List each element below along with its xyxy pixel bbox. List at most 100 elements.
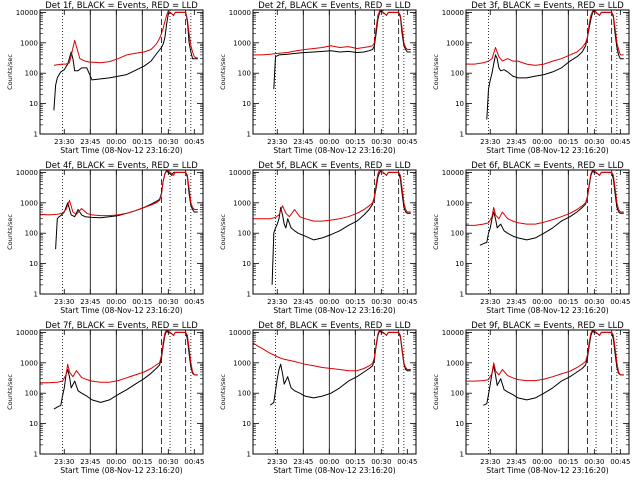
plot-panel-2: Det 2f, BLACK = Events, RED = LLD 1 10 100 1… <box>219 1 417 155</box>
plot-frame <box>39 9 204 135</box>
series-line-lld <box>252 329 411 372</box>
x-tick-label: 00:30 <box>158 458 178 466</box>
x-tick-label: 23:45 <box>80 138 100 146</box>
y-tick-label: 10 <box>29 100 38 108</box>
series-line-events <box>53 11 198 111</box>
y-tick-label: 1000 <box>233 359 251 367</box>
x-tick-label: 00:45 <box>184 458 204 466</box>
y-tick-label: 1 <box>460 451 464 459</box>
y-tick-label: 1000 <box>446 359 464 367</box>
y-tick-label: 1 <box>34 291 38 299</box>
series-line-lld <box>466 169 624 226</box>
x-tick-label: 23:30 <box>267 138 287 146</box>
series-line-lld <box>53 10 198 66</box>
y-tick-label: 100 <box>25 230 38 238</box>
x-axis-label: Start Time (08-Nov-12 23:16:20) <box>273 146 395 155</box>
x-axis-label: Start Time (08-Nov-12 23:16:20) <box>273 466 395 475</box>
x-axis-label: Start Time (08-Nov-12 23:16:20) <box>60 146 182 155</box>
plot-frame <box>252 9 417 135</box>
x-tick-label: 23:45 <box>80 458 100 466</box>
series-line-events <box>271 170 411 285</box>
y-tick-label: 100 <box>25 390 38 398</box>
plot-panel-3: Det 3f, BLACK = Events, RED = LLD 1 10 100 1… <box>432 1 630 155</box>
y-tick-label: 10 <box>242 260 251 268</box>
plot-title: Det 2f, BLACK = Events, RED = LLD <box>258 1 411 11</box>
x-tick-label: 23:45 <box>506 458 526 466</box>
x-tick-label: 00:45 <box>610 138 630 146</box>
plot-title: Det 9f, BLACK = Events, RED = LLD <box>471 321 624 331</box>
plot-frame <box>465 9 630 135</box>
plot-frame <box>39 169 204 295</box>
plot-frame <box>252 169 417 295</box>
x-tick-label: 00:15 <box>558 138 578 146</box>
y-tick-label: 1000 <box>20 39 38 47</box>
x-tick-label: 00:15 <box>345 458 365 466</box>
y-tick-label: 10000 <box>229 9 251 17</box>
series-line-lld <box>253 169 411 222</box>
y-tick-label: 1000 <box>20 199 38 207</box>
y-tick-label: 1 <box>460 131 464 139</box>
x-tick-label: 00:45 <box>184 298 204 306</box>
plot-panel-4: Det 4f, BLACK = Events, RED = LLD 1 10 100 1… <box>6 161 204 315</box>
x-tick-label: 00:45 <box>184 138 204 146</box>
series-line-events <box>486 10 624 120</box>
x-axis-label: Start Time (08-Nov-12 23:16:20) <box>486 306 608 315</box>
series-line-lld <box>39 169 198 217</box>
x-tick-label: 23:30 <box>480 458 500 466</box>
y-tick-label: 1 <box>247 131 251 139</box>
x-tick-label: 00:00 <box>319 458 339 466</box>
x-tick-label: 00:30 <box>371 138 391 146</box>
y-tick-label: 1000 <box>446 199 464 207</box>
y-tick-label: 10000 <box>442 169 464 177</box>
plot-panel-7: Det 7f, BLACK = Events, RED = LLD 1 10 100 1… <box>6 321 204 475</box>
y-axis-label: Counts/sec <box>432 214 440 250</box>
x-tick-label: 00:30 <box>584 298 604 306</box>
x-tick-label: 00:00 <box>532 298 552 306</box>
x-tick-label: 00:30 <box>371 298 391 306</box>
y-tick-label: 10 <box>29 260 38 268</box>
plot-panel-9: Det 9f, BLACK = Events, RED = LLD 1 10 100 1… <box>432 321 630 475</box>
y-axis-label: Counts/sec <box>6 374 14 410</box>
plot-title: Det 5f, BLACK = Events, RED = LLD <box>258 161 411 171</box>
y-tick-label: 10000 <box>16 329 38 337</box>
x-tick-label: 00:15 <box>345 138 365 146</box>
x-tick-label: 00:30 <box>584 138 604 146</box>
y-tick-label: 10000 <box>229 169 251 177</box>
y-tick-label: 10000 <box>442 329 464 337</box>
x-tick-label: 23:30 <box>54 458 74 466</box>
x-tick-label: 23:30 <box>267 298 287 306</box>
x-tick-label: 00:45 <box>397 298 417 306</box>
series-line-events <box>483 330 624 406</box>
y-tick-label: 10 <box>455 420 464 428</box>
series-line-lld <box>466 329 624 382</box>
plot-panel-5: Det 5f, BLACK = Events, RED = LLD 1 10 100 1… <box>219 161 417 315</box>
y-tick-label: 100 <box>451 230 464 238</box>
x-tick-label: 00:30 <box>584 458 604 466</box>
x-tick-label: 23:45 <box>293 298 313 306</box>
x-tick-label: 23:45 <box>80 298 100 306</box>
y-tick-label: 1 <box>34 131 38 139</box>
x-tick-label: 23:45 <box>293 138 313 146</box>
series-line-events <box>55 170 198 250</box>
plot-title: Det 4f, BLACK = Events, RED = LLD <box>45 161 198 171</box>
x-tick-label: 00:00 <box>532 458 552 466</box>
plot-title: Det 6f, BLACK = Events, RED = LLD <box>471 161 624 171</box>
plot-title: Det 1f, BLACK = Events, RED = LLD <box>45 1 198 11</box>
plot-panel-1: Det 1f, BLACK = Events, RED = LLD 1 10 100 1… <box>6 1 204 155</box>
x-tick-label: 23:30 <box>54 138 74 146</box>
plot-title: Det 3f, BLACK = Events, RED = LLD <box>471 1 624 11</box>
x-axis-label: Start Time (08-Nov-12 23:16:20) <box>486 146 608 155</box>
x-tick-label: 23:45 <box>293 458 313 466</box>
y-tick-label: 10 <box>455 100 464 108</box>
x-tick-label: 00:30 <box>158 298 178 306</box>
x-tick-label: 00:15 <box>132 138 152 146</box>
series-line-lld <box>40 329 198 384</box>
series-line-events <box>53 330 198 410</box>
x-tick-label: 00:30 <box>158 138 178 146</box>
y-axis-label: Counts/sec <box>432 54 440 90</box>
y-tick-label: 10 <box>29 420 38 428</box>
x-tick-label: 00:15 <box>345 298 365 306</box>
x-tick-label: 00:15 <box>132 458 152 466</box>
y-axis-label: Counts/sec <box>219 374 227 410</box>
